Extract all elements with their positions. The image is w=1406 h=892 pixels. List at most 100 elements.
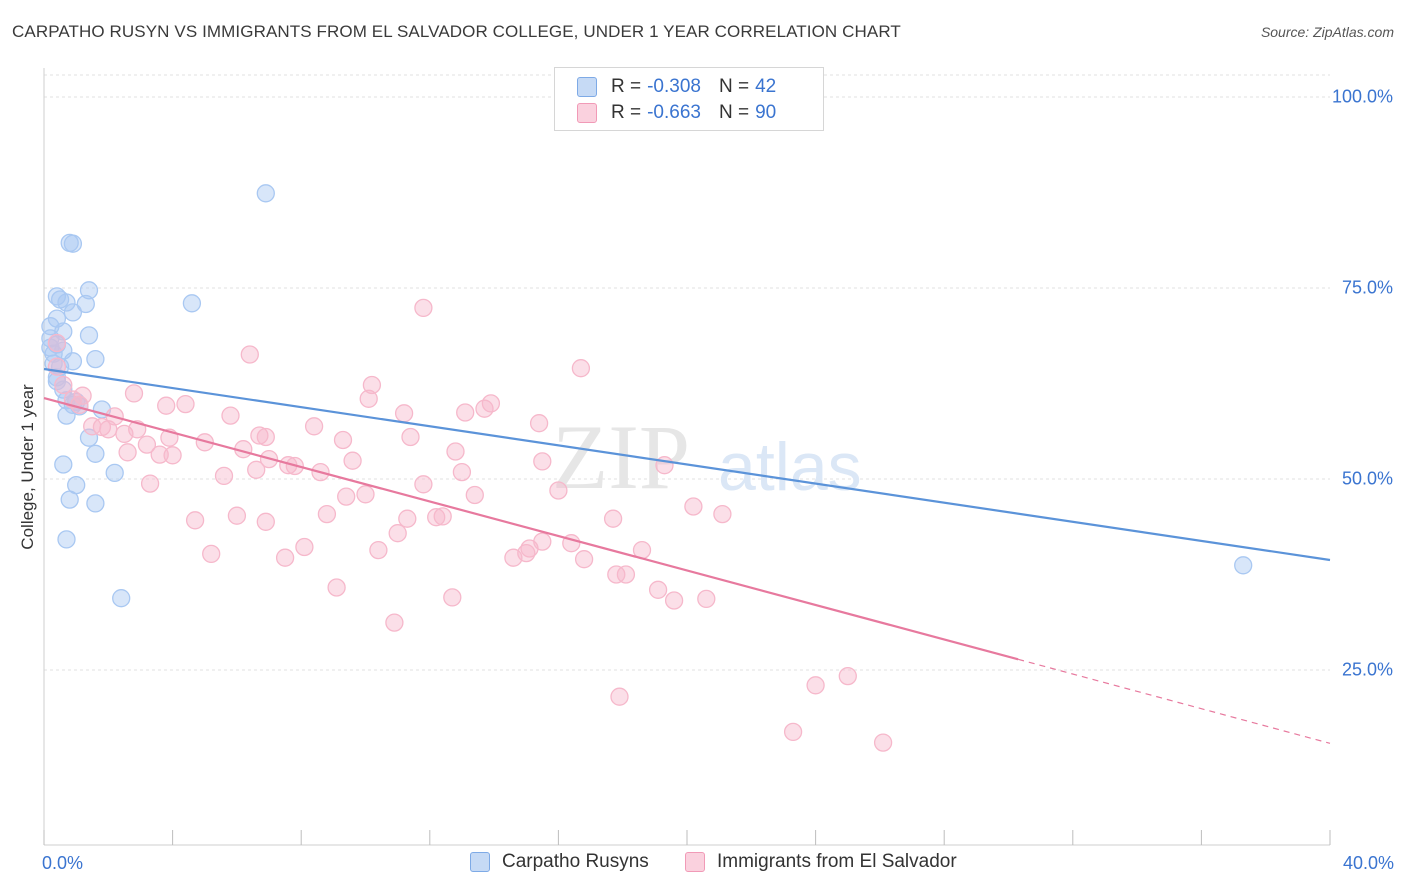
- point-0-40: [1234, 556, 1253, 575]
- point-1-74: [275, 548, 295, 567]
- y-tick-label-100: 100.0%: [1331, 86, 1393, 107]
- point-1-35: [150, 445, 169, 464]
- point-1-5: [54, 375, 73, 395]
- point-1-59: [185, 511, 205, 530]
- point-0-36: [60, 490, 79, 509]
- point-0-32: [86, 444, 105, 463]
- point-1-57: [427, 508, 446, 527]
- legend-row-carpatho: R = -0.308 N = 42: [577, 75, 776, 99]
- point-0-37: [86, 494, 105, 513]
- point-0-39: [112, 589, 131, 608]
- point-1-37: [446, 442, 465, 461]
- point-1-89: [250, 426, 269, 445]
- point-1-7: [124, 384, 144, 403]
- point-1-82: [697, 589, 716, 609]
- point-1-17: [394, 404, 414, 423]
- x-tick-label-max: 40.0%: [1342, 853, 1394, 873]
- point-1-11: [157, 396, 176, 415]
- point-1-3: [47, 333, 67, 353]
- point-1-12: [176, 394, 195, 414]
- point-0-4: [47, 287, 67, 306]
- point-1-18: [221, 406, 240, 425]
- point-1-15: [475, 399, 494, 418]
- trend-line-0: [43, 367, 1331, 562]
- point-1-52: [465, 485, 484, 505]
- point-1-64: [388, 524, 407, 543]
- point-0-6: [57, 293, 76, 312]
- point-1-48: [140, 474, 160, 493]
- point-0-38: [57, 530, 76, 549]
- chart-title: CARPATHO RUSYN VS IMMIGRANTS FROM EL SAL…: [12, 22, 901, 41]
- point-0-7: [76, 294, 95, 314]
- point-1-56: [398, 509, 417, 528]
- point-0-3: [79, 281, 99, 300]
- point-1-53: [549, 481, 568, 500]
- trend-line-1: [43, 396, 1019, 661]
- point-1-63: [713, 504, 732, 524]
- point-1-30: [333, 430, 353, 450]
- point-1-27: [115, 424, 134, 444]
- legend-n-value: 42: [755, 76, 777, 97]
- legend-swatch-blue: [470, 852, 490, 872]
- point-1-49: [414, 475, 433, 494]
- point-0-8: [182, 294, 202, 313]
- legend-swatch-blue: [577, 77, 597, 97]
- legend-r-value: -0.663: [647, 102, 701, 123]
- point-1-79: [327, 578, 346, 597]
- legend-r-value: -0.308: [647, 76, 701, 97]
- point-1-51: [356, 485, 375, 504]
- point-1-75: [574, 550, 594, 569]
- legend-n-value: 90: [755, 102, 777, 123]
- point-1-25: [529, 414, 549, 433]
- point-1-77: [607, 565, 626, 584]
- point-1-2: [571, 359, 591, 378]
- watermark: ZIP atlas: [552, 406, 862, 508]
- point-1-28: [256, 427, 275, 447]
- point-1-34: [118, 443, 137, 462]
- point-1-69: [369, 540, 388, 560]
- trend-line-dashed-1: [1017, 658, 1331, 744]
- y-tick-label-25: 25.0%: [1341, 659, 1393, 680]
- legend-row-el-salvador: R = -0.663 N = 90: [577, 101, 776, 125]
- point-1-54: [684, 497, 703, 516]
- point-1-70: [202, 544, 221, 564]
- legend-swatch-pink: [577, 103, 597, 123]
- axes: [43, 68, 1331, 846]
- legend-label-el-salvador: Immigrants from El Salvador: [717, 851, 957, 872]
- point-1-84: [610, 687, 629, 706]
- point-0-34: [105, 463, 124, 483]
- point-1-50: [337, 487, 356, 506]
- y-tick-label-75: 75.0%: [1341, 277, 1393, 298]
- point-1-83: [385, 613, 404, 632]
- series-immigrants-el-salvador: [47, 298, 893, 752]
- point-1-87: [783, 722, 803, 742]
- legend-label-carpatho: Carpatho Rusyns: [502, 851, 649, 872]
- correlation-legend: R = -0.308 N = 42 R = -0.663 N = 90: [554, 67, 824, 131]
- point-0-33: [54, 455, 73, 474]
- point-1-36: [163, 446, 182, 465]
- point-1-45: [452, 462, 472, 482]
- trend-lines: [43, 367, 1331, 744]
- point-1-43: [247, 460, 266, 479]
- point-1-32: [137, 435, 157, 454]
- point-0-1: [63, 234, 83, 253]
- watermark-atlas: atlas: [718, 429, 862, 505]
- point-1-62: [603, 509, 623, 528]
- legend-swatch-pink: [685, 852, 705, 872]
- point-0-2: [256, 184, 275, 203]
- point-1-0: [414, 298, 433, 318]
- point-0-9: [63, 303, 83, 322]
- series-legend: Carpatho Rusyns Immigrants from El Salva…: [0, 851, 1406, 877]
- point-1-1: [240, 345, 259, 364]
- legend-item-el-salvador: Immigrants from El Salvador: [685, 851, 957, 873]
- point-1-72: [517, 543, 536, 563]
- point-1-38: [343, 451, 362, 470]
- legend-r-label: R =: [611, 102, 642, 123]
- point-1-13: [359, 389, 378, 408]
- source-credit: Source: ZipAtlas.com: [1260, 24, 1394, 40]
- x-tick-label-min: 0.0%: [42, 853, 84, 873]
- point-1-55: [317, 504, 337, 524]
- y-tick-label-50: 50.0%: [1341, 468, 1393, 489]
- point-1-39: [533, 452, 552, 471]
